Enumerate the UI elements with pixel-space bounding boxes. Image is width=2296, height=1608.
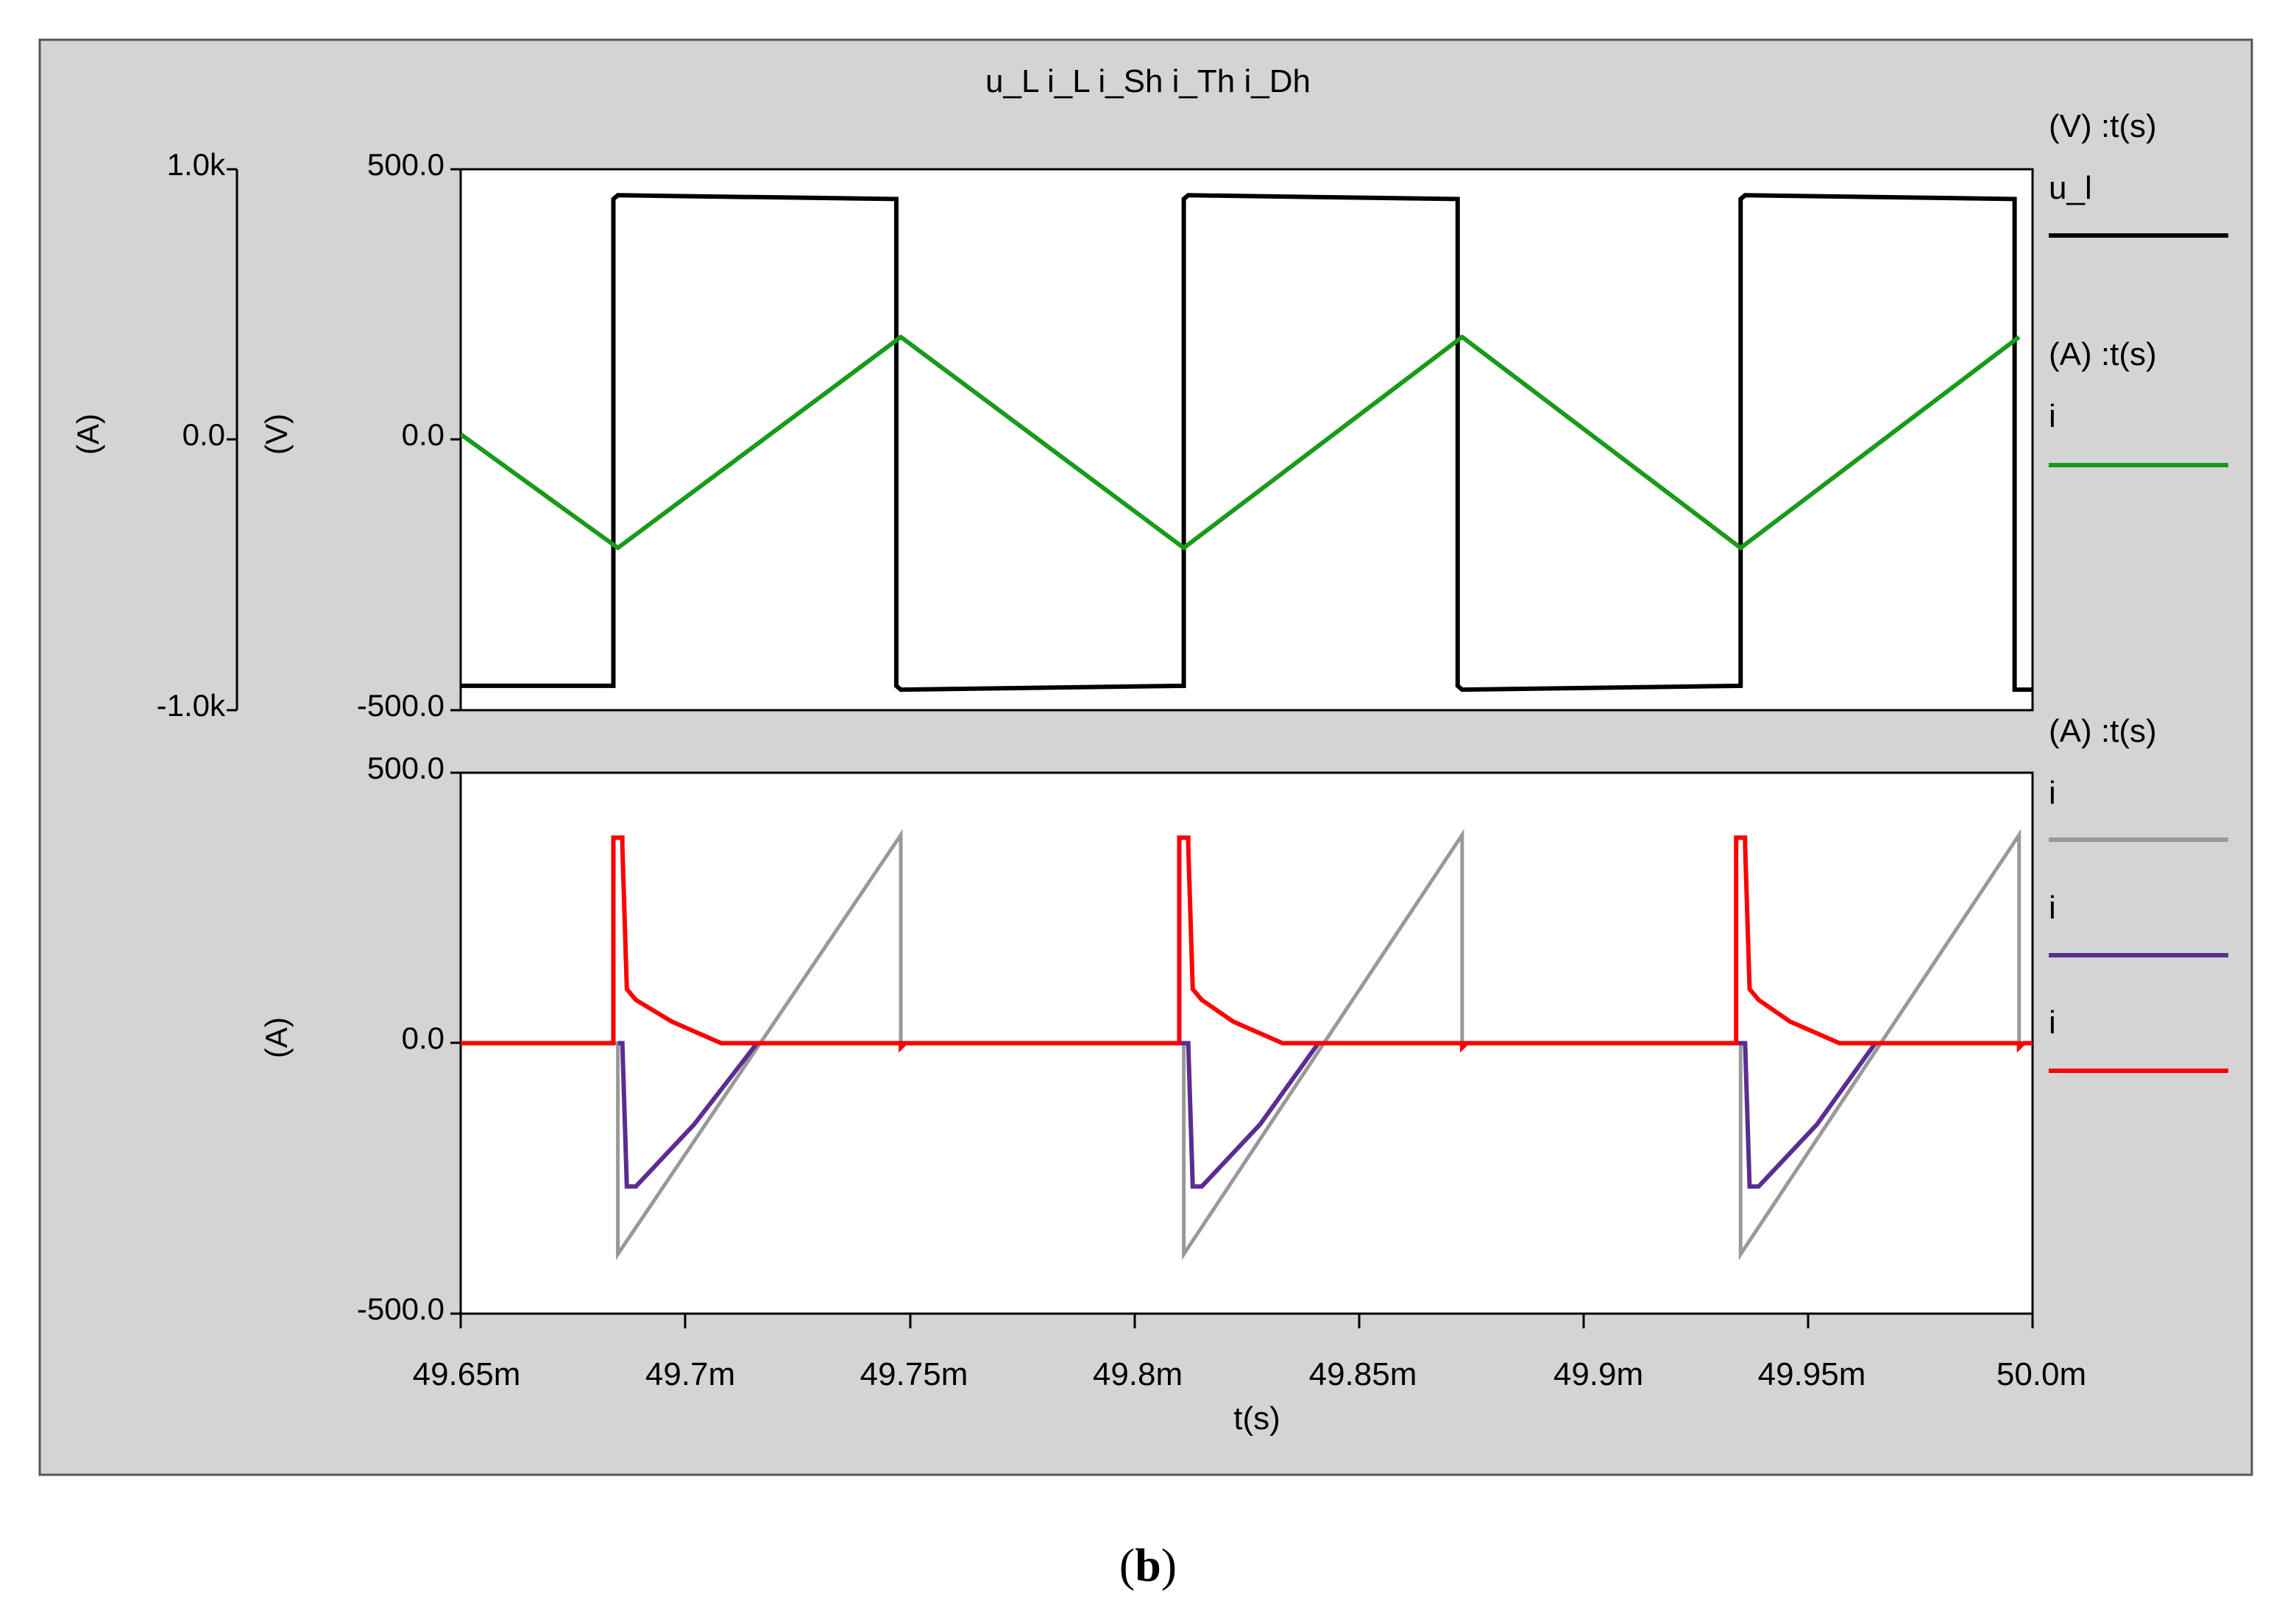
x-tick-label: 49.65m <box>413 1356 521 1392</box>
legend-entry-label: i <box>2049 775 2056 811</box>
top-v-tick-label: 0.0 <box>402 417 444 452</box>
top-left-axis-unit: (A) <box>71 414 105 455</box>
bottom-axis-unit: (A) <box>259 1017 294 1058</box>
caption-letter: b <box>1135 1539 1161 1591</box>
series-i-L-line <box>461 334 2021 550</box>
series-i-Dh-line <box>461 835 2033 1053</box>
legend-header: (V) :t(s) <box>2049 108 2157 144</box>
top-v-axis-unit: (V) <box>259 414 294 455</box>
top-left-axis: 1.0k 0.0 -1.0k (A) <box>71 147 238 723</box>
top-v-tick-label: -500.0 <box>357 688 444 723</box>
top-v-tick-label: 500.0 <box>367 147 444 182</box>
x-axis: 49.65m 49.7m 49.75m 49.8m 49.85m 49.9m 4… <box>413 1314 2086 1437</box>
legend-header: (A) :t(s) <box>2049 713 2157 749</box>
top-right-axis: 500.0 0.0 -500.0 (V) <box>259 147 461 723</box>
caption-open-paren: ( <box>1119 1539 1135 1591</box>
x-tick-label: 49.95m <box>1758 1356 1866 1392</box>
top-left-tick-label: 1.0k <box>167 147 226 182</box>
bottom-series-group <box>461 829 2033 1261</box>
top-series-group <box>461 193 2033 693</box>
legend-entry-label: i <box>2049 890 2056 926</box>
top-plot-area <box>459 168 2034 712</box>
x-tick-label: 49.8m <box>1093 1356 1183 1392</box>
bottom-left-axis: 500.0 0.0 -500.0 (A) <box>259 751 461 1326</box>
top-left-tick-label: 0.0 <box>183 417 225 452</box>
chart-title: u_L i_L i_Sh i_Th i_Dh <box>985 63 1311 99</box>
series-u-L-line <box>461 193 2033 693</box>
legend-entry-label: u_l <box>2049 170 2092 206</box>
caption-close-paren: ) <box>1161 1539 1177 1591</box>
bottom-tick-label: 0.0 <box>402 1021 444 1055</box>
figure-caption: (b) <box>1119 1539 1177 1591</box>
bottom-legend: (A) :t(s) i i i <box>2049 713 2228 1073</box>
series-i-Th-line <box>617 1041 1877 1189</box>
legend-header: (A) :t(s) <box>2049 336 2157 372</box>
x-tick-label: 49.85m <box>1309 1356 1417 1392</box>
bottom-tick-label: 500.0 <box>367 751 444 785</box>
legend-entry-label: i <box>2049 1005 2056 1041</box>
bottom-plot-area <box>459 771 2034 1315</box>
top-legend: (V) :t(s) u_l (A) :t(s) i <box>2049 108 2228 467</box>
legend-entry-label: i <box>2049 398 2056 434</box>
bottom-tick-label: -500.0 <box>357 1292 444 1326</box>
x-tick-label: 49.7m <box>645 1356 735 1392</box>
x-axis-label: t(s) <box>1233 1400 1280 1437</box>
x-tick-label: 50.0m <box>1996 1356 2086 1392</box>
top-left-tick-label: -1.0k <box>157 688 226 723</box>
x-tick-label: 49.75m <box>860 1356 968 1392</box>
x-tick-label: 49.9m <box>1553 1356 1643 1392</box>
